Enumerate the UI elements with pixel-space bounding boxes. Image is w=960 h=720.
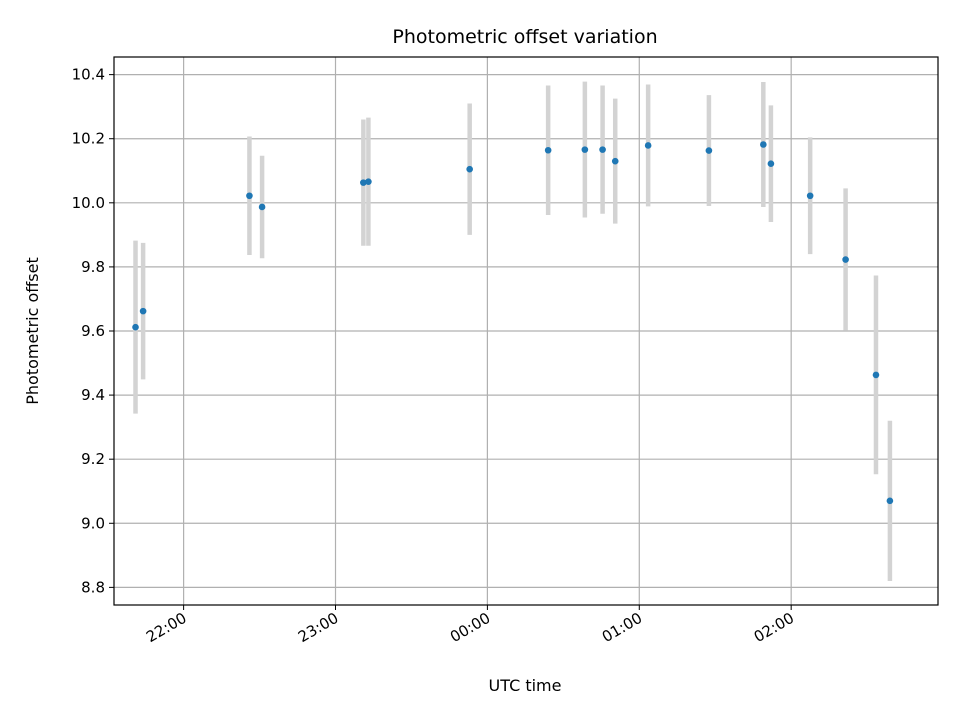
data-point (258, 203, 266, 211)
grid (114, 57, 938, 605)
data-point (767, 160, 775, 168)
data-point (806, 192, 814, 200)
data-point (599, 146, 606, 153)
data-point (246, 192, 253, 200)
y-tick-label: 10.2 (72, 130, 105, 148)
data-point (581, 146, 589, 153)
y-axis-label: Photometric offset (23, 257, 42, 405)
data-point (544, 146, 552, 154)
data-point (466, 165, 473, 173)
data-point (760, 141, 767, 148)
data-point (132, 323, 139, 331)
y-tick-label: 9.8 (81, 258, 105, 276)
data-point (611, 157, 619, 165)
y-tick-label: 9.0 (81, 514, 105, 532)
data-point (644, 142, 652, 149)
data-point (705, 147, 713, 154)
y-axis: 8.8 9.0 9.2 9.4 9.6 9.8 10.0 10.2 10.4 (72, 66, 114, 596)
data-point (365, 178, 372, 185)
data-point (842, 256, 849, 263)
y-tick-label: 9.4 (81, 386, 105, 404)
y-tick-label: 10.0 (72, 194, 105, 212)
y-tick-label: 10.4 (72, 66, 105, 84)
y-tick-label: 8.8 (81, 578, 105, 596)
data-point (360, 179, 367, 186)
y-tick-label: 9.2 (81, 450, 105, 468)
data-point (886, 497, 894, 505)
data-points (132, 141, 894, 505)
chart-title: Photometric offset variation (392, 26, 657, 48)
x-axis-label: UTC time (489, 676, 562, 695)
y-tick-label: 9.6 (81, 322, 105, 340)
data-point (139, 307, 147, 315)
data-point (872, 371, 880, 379)
